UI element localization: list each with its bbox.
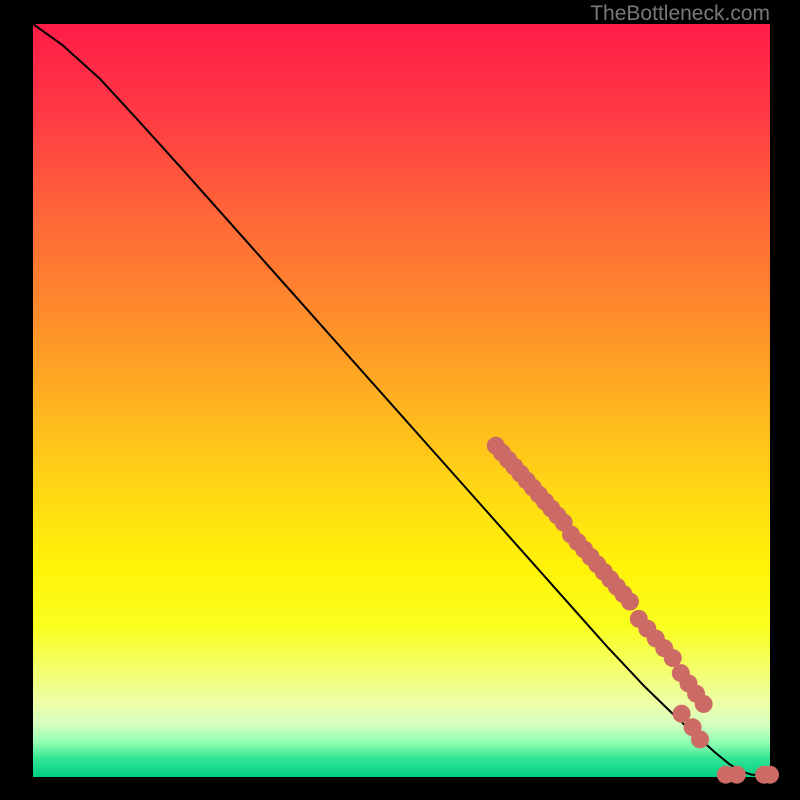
chart-frame: TheBottleneck.com [0,0,800,800]
watermark: TheBottleneck.com [590,2,770,26]
data-marker [728,766,746,784]
plot-background [33,24,770,777]
data-marker [691,730,709,748]
data-marker [761,766,779,784]
data-marker [621,593,639,611]
chart-svg [0,0,800,800]
data-marker [695,695,713,713]
